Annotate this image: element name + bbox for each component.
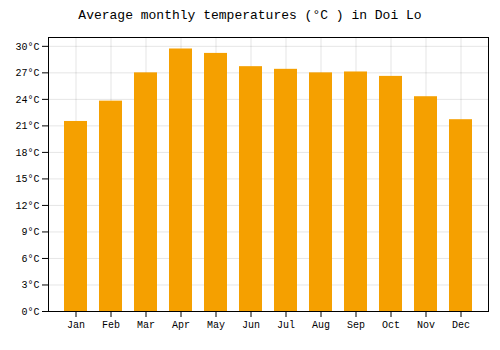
svg-text:9°C: 9°C — [21, 227, 39, 238]
svg-text:3°C: 3°C — [21, 280, 39, 291]
svg-text:Jan: Jan — [67, 320, 85, 331]
svg-text:12°C: 12°C — [15, 201, 39, 212]
svg-text:Oct: Oct — [382, 320, 400, 331]
svg-text:18°C: 18°C — [15, 148, 39, 159]
svg-text:May: May — [207, 320, 225, 331]
svg-text:Jun: Jun — [242, 320, 260, 331]
svg-text:0°C: 0°C — [21, 307, 39, 318]
svg-text:Jul: Jul — [277, 320, 295, 331]
html-text:Average monthly temperatures (: Average monthly temperatures (°C ) in Do… — [78, 8, 422, 23]
svg-text:30°C: 30°C — [15, 42, 39, 53]
svg-text:6°C: 6°C — [21, 254, 39, 265]
svg-text:27°C: 27°C — [15, 68, 39, 79]
svg-text:Dec: Dec — [452, 320, 470, 331]
svg-text:Aug: Aug — [312, 320, 330, 331]
svg-text:Apr: Apr — [172, 320, 190, 331]
svg-text:Sep: Sep — [347, 320, 365, 331]
svg-text:Feb: Feb — [102, 320, 120, 331]
svg-text:Nov: Nov — [417, 320, 435, 331]
svg-text:Mar: Mar — [137, 320, 155, 331]
svg-text:15°C: 15°C — [15, 174, 39, 185]
svg-text:24°C: 24°C — [15, 95, 39, 106]
svg-text:21°C: 21°C — [15, 121, 39, 132]
